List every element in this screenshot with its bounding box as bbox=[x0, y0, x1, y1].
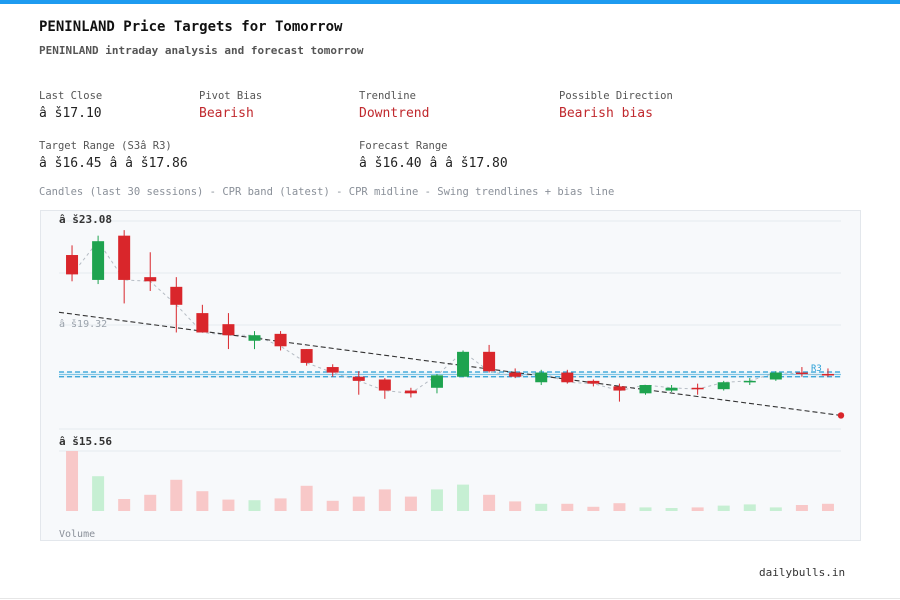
candle-body bbox=[717, 382, 730, 390]
volume-bar bbox=[274, 498, 287, 511]
stat-value: â š16.45 â â š17.86 bbox=[39, 156, 188, 171]
candle-body bbox=[378, 379, 391, 391]
stat-label: Last Close bbox=[39, 90, 103, 102]
stat-value: Downtrend bbox=[359, 106, 430, 121]
stat-trendline: Trendline Downtrend bbox=[359, 90, 429, 121]
candle-body bbox=[795, 372, 808, 375]
volume-label: Volume bbox=[59, 529, 95, 540]
volume-bar bbox=[613, 503, 626, 511]
page-title: PENINLAND Price Targets for Tomorrow bbox=[39, 19, 343, 35]
volume-bar bbox=[92, 476, 105, 511]
volume-bar bbox=[326, 500, 339, 511]
volume-bar bbox=[769, 507, 782, 511]
trendline bbox=[58, 311, 842, 416]
volume-bar bbox=[170, 479, 183, 511]
candle-body bbox=[170, 286, 183, 305]
candle-body bbox=[691, 387, 704, 390]
chart-caption: Candles (last 30 sessions) - CPR band (l… bbox=[39, 186, 615, 198]
volume-bar bbox=[587, 506, 600, 511]
volume-bar bbox=[691, 507, 704, 511]
stat-label: Forecast Range bbox=[359, 140, 448, 152]
stat-label: Possible Direction bbox=[559, 90, 673, 102]
price-label-low: â š15.56 bbox=[59, 435, 112, 448]
candle-body bbox=[457, 351, 470, 377]
price-label-high: â š23.08 bbox=[59, 213, 112, 226]
candle-body bbox=[92, 241, 105, 280]
volume-bar bbox=[196, 491, 209, 511]
volume-bar bbox=[300, 485, 313, 511]
stat-target-range: Target Range (S3â R3) â š16.45 â â š17.8… bbox=[39, 140, 188, 171]
volume-bar bbox=[66, 451, 79, 511]
volume-bar bbox=[535, 503, 548, 511]
volume-bar bbox=[404, 496, 417, 511]
stat-label: Trendline bbox=[359, 90, 416, 102]
volume-bar bbox=[509, 501, 522, 511]
page-subtitle: PENINLAND intraday analysis and forecast… bbox=[39, 44, 364, 57]
stat-label: Target Range (S3â R3) bbox=[39, 140, 172, 152]
candle-body bbox=[274, 333, 287, 347]
stat-value: Bearish bias bbox=[559, 106, 653, 121]
volume-bar bbox=[430, 489, 443, 511]
stat-value: â š16.40 â â š17.80 bbox=[359, 156, 508, 171]
volume-bar bbox=[639, 507, 652, 511]
volume-bar bbox=[222, 499, 235, 511]
top-accent-bar bbox=[0, 0, 900, 4]
bottom-divider bbox=[0, 598, 900, 599]
candle-body bbox=[613, 386, 626, 391]
candle-body bbox=[509, 372, 522, 377]
candle-body bbox=[326, 367, 339, 373]
candle-body bbox=[300, 349, 313, 363]
volume-bar bbox=[378, 489, 391, 511]
volume-bar bbox=[717, 505, 730, 511]
stat-pivot-bias: Pivot Bias Bearish bbox=[199, 90, 262, 121]
candle-body bbox=[769, 372, 782, 380]
volume-bar bbox=[352, 496, 365, 511]
stat-value: â š17.10 bbox=[39, 106, 102, 121]
candle-body bbox=[144, 277, 157, 282]
stat-value: Bearish bbox=[199, 106, 254, 121]
candle-body bbox=[222, 324, 235, 336]
cpr-label: R3 bbox=[811, 364, 822, 374]
volume-bar bbox=[144, 494, 157, 511]
volume-bar bbox=[821, 503, 834, 511]
candle-body bbox=[196, 313, 209, 333]
candle-body bbox=[66, 255, 79, 275]
stat-possible-direction: Possible Direction Bearish bias bbox=[559, 90, 673, 121]
candle-body bbox=[404, 390, 417, 394]
stat-forecast-range: Forecast Range â š16.40 â â š17.80 bbox=[359, 140, 508, 171]
volume-bar bbox=[457, 484, 470, 511]
candle-body bbox=[248, 335, 261, 341]
volume-bar bbox=[483, 494, 496, 511]
close-path-line bbox=[71, 240, 829, 394]
candle-body bbox=[352, 376, 365, 381]
volume-bar bbox=[665, 508, 678, 511]
candle-body bbox=[665, 387, 678, 391]
volume-bar bbox=[795, 505, 808, 511]
candle-body bbox=[483, 351, 496, 372]
candle-body bbox=[743, 380, 756, 383]
volume-bar bbox=[743, 504, 756, 511]
stat-last-close: Last Close â š17.10 bbox=[39, 90, 102, 121]
candlestick-chart: â š23.08 â š19.32 â š15.56 R3 Volume bbox=[58, 213, 845, 540]
candle-body bbox=[430, 375, 443, 388]
candle-body bbox=[118, 235, 131, 280]
footer-brand: dailybulls.in bbox=[759, 566, 846, 579]
volume-bar bbox=[561, 503, 574, 511]
candle-body bbox=[639, 385, 652, 394]
candle-body bbox=[821, 373, 834, 376]
candle-body bbox=[587, 380, 600, 384]
volume-bar bbox=[118, 499, 131, 511]
candle-body bbox=[535, 372, 548, 383]
stat-label: Pivot Bias bbox=[199, 90, 263, 102]
candle-body bbox=[561, 372, 574, 383]
volume-bar bbox=[248, 500, 261, 511]
trendline-endpoint bbox=[837, 412, 845, 419]
chart-panel: â š23.08 â š19.32 â š15.56 R3 Volume bbox=[40, 210, 861, 541]
price-label-mid: â š19.32 bbox=[59, 318, 107, 330]
